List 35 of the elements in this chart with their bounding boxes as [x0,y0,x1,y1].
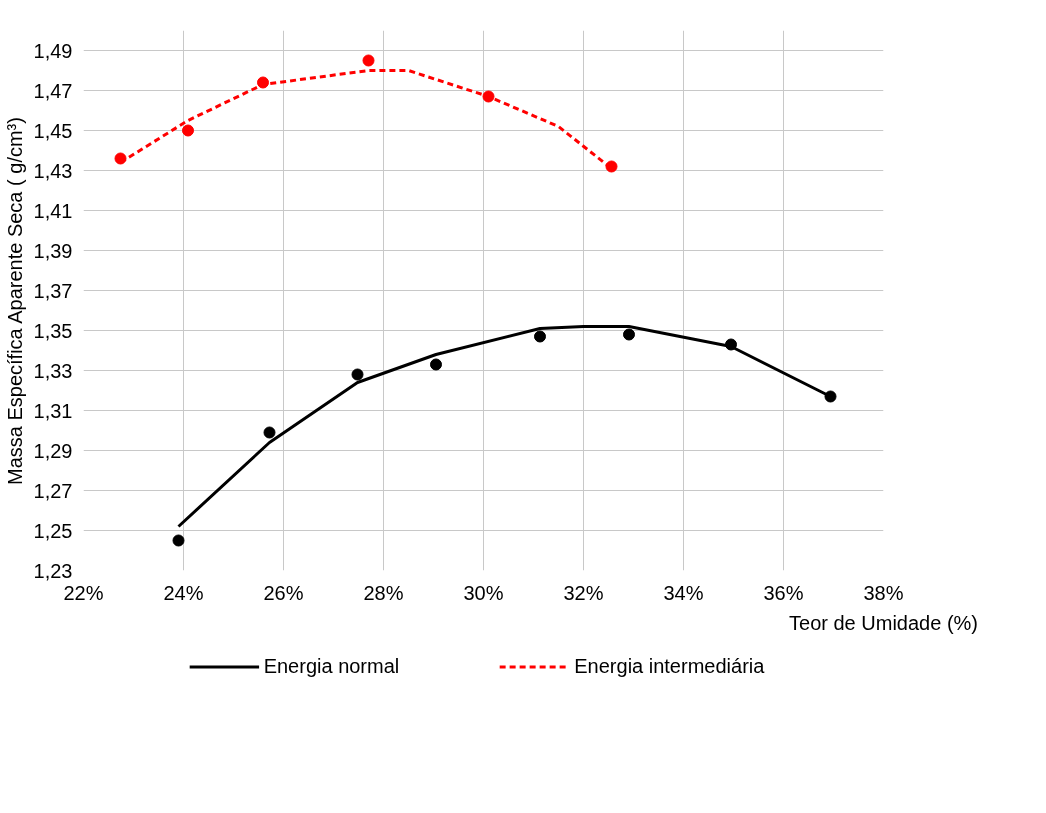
legend-label: Energia intermediária [574,654,765,678]
x-tick-label: 36% [763,581,804,604]
x-tick-label: 30% [463,581,504,604]
y-axis-title: Massa Específica Aparente Seca ( g/cm³) [3,117,26,486]
x-tick-label: 28% [363,581,404,604]
x-tick-label: 24% [163,581,204,604]
y-tick-label: 1,25 [33,519,73,542]
y-tick-label: 1,49 [33,39,73,62]
y-tick-label: 1,39 [33,239,73,262]
point [263,426,276,439]
x-tick-label: 26% [263,581,304,604]
y-tick-label: 1,31 [33,399,73,422]
point [362,54,375,67]
y-tick-label: 1,35 [33,319,73,342]
y-tick-label: 1,27 [33,479,73,502]
point [351,368,364,381]
point [182,124,194,137]
y-tick-label: 1,23 [33,559,73,582]
legend-label: Energia normal [263,654,400,678]
x-tick-label: 34% [663,581,704,604]
y-tick-label: 1,29 [33,439,73,462]
point [430,358,442,371]
point [172,534,185,547]
x-axis-title: Teor de Umidade (%) [789,611,978,634]
x-tick-label: 22% [63,581,104,604]
x-tick-label: 32% [563,581,604,604]
y-tick-label: 1,33 [33,359,73,382]
point [623,328,635,341]
x-tick-label: 38% [863,581,904,604]
y-tick-label: 1,43 [33,159,73,182]
y-tick-label: 1,41 [33,199,73,222]
point [534,330,546,343]
y-tick-label: 1,47 [33,79,73,102]
y-tick-label: 1,45 [33,119,73,142]
y-tick-label: 1,37 [33,279,73,302]
